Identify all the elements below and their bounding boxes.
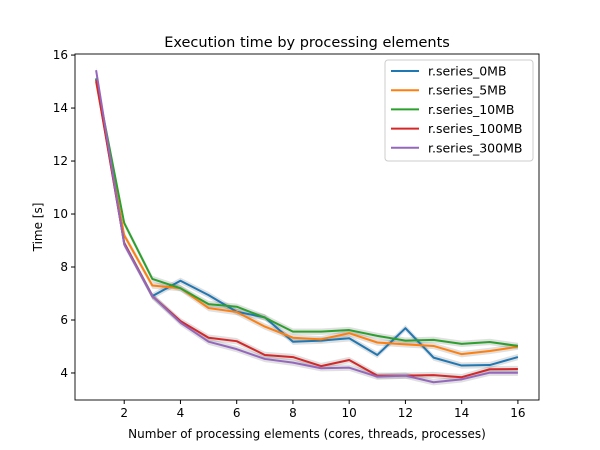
- x-tick-label: 10: [342, 406, 357, 420]
- axes-frame: [74, 53, 540, 401]
- x-tick-label: 4: [177, 406, 185, 420]
- y-tick-label: 16: [53, 48, 68, 62]
- y-tick-label: 14: [53, 101, 68, 115]
- chart-title: Execution time by processing elements: [164, 35, 450, 51]
- y-tick-label: 8: [60, 260, 68, 274]
- y-axis-label: Time [s]: [31, 203, 45, 253]
- legend-label: r.series_0MB: [428, 64, 507, 79]
- y-axis: 4 6 8 10 12 14 16: [53, 48, 75, 380]
- x-tick-label: 6: [233, 406, 241, 420]
- y-tick-label: 4: [60, 366, 68, 380]
- legend-label: r.series_10MB: [428, 102, 515, 117]
- legend-label: r.series_100MB: [428, 121, 522, 136]
- series-line-r.series_300MB: [95, 70, 518, 384]
- x-axis: 2 4 6 8 10 12 14 16: [120, 400, 526, 420]
- series-line-r.series_5MB: [95, 81, 519, 356]
- series-line-r.series_10MB: [95, 78, 519, 347]
- series-line-r.series_0MB: [95, 78, 519, 367]
- legend-label: r.series_5MB: [428, 83, 507, 98]
- y-tick-label: 12: [53, 154, 68, 168]
- legend-label: r.series_300MB: [428, 140, 522, 155]
- y-tick-label: 6: [60, 313, 68, 327]
- x-tick-label: 14: [454, 406, 469, 420]
- legend: r.series_0MB r.series_5MB r.series_10MB r.s…: [384, 59, 534, 162]
- x-axis-label: Number of processing elements (cores, th…: [128, 427, 486, 441]
- x-tick-label: 8: [289, 406, 297, 420]
- x-tick-label: 12: [398, 406, 413, 420]
- x-tick-label: 16: [510, 406, 525, 420]
- legend-box: [384, 59, 534, 162]
- y-tick-label: 10: [53, 207, 68, 221]
- x-tick-label: 2: [120, 406, 128, 420]
- series-lines: [95, 70, 519, 384]
